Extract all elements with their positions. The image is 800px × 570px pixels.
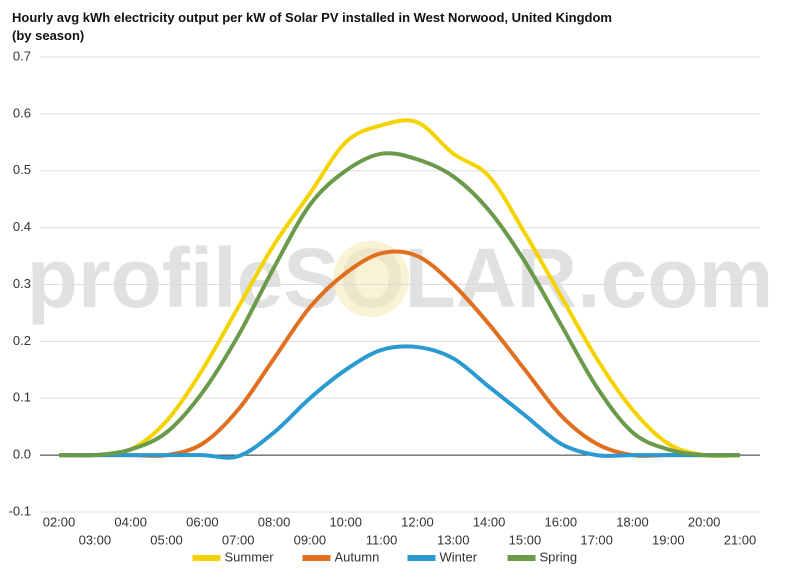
x-tick-label: 07:00 — [222, 532, 255, 547]
x-tick-label: 02:00 — [43, 514, 76, 529]
x-tick-label: 15:00 — [509, 532, 542, 547]
legend-label: Autumn — [335, 549, 380, 564]
x-tick-label: 10:00 — [329, 514, 362, 529]
series-line — [59, 344, 740, 460]
x-tick-label: 16:00 — [545, 514, 578, 529]
x-tick-label: 21:00 — [724, 532, 757, 547]
x-tick-label: 08:00 — [258, 514, 291, 529]
legend-swatch — [407, 555, 436, 561]
legend-label: Spring — [540, 549, 578, 564]
y-tick-label: 0.3 — [13, 276, 31, 291]
legend-swatch — [302, 555, 331, 561]
x-tick-label: 14:00 — [473, 514, 506, 529]
x-tick-label: 20:00 — [688, 514, 721, 529]
series-line — [58, 151, 741, 458]
y-tick-label: 0.6 — [13, 105, 31, 120]
x-tick-label: 03:00 — [79, 532, 112, 547]
y-tick-label: 0.1 — [13, 390, 31, 405]
x-tick-label: 17:00 — [580, 532, 613, 547]
legend-swatch — [507, 555, 536, 561]
series-line — [58, 118, 741, 458]
x-tick-label: 18:00 — [616, 514, 649, 529]
legend-label: Winter — [440, 549, 478, 564]
watermark-sun — [333, 241, 409, 317]
y-tick-label: 0.4 — [13, 219, 31, 234]
y-tick-label: 0.2 — [13, 333, 31, 348]
legend-swatch — [192, 555, 221, 561]
y-tick-label: 0.7 — [13, 48, 31, 63]
legend-label: Summer — [225, 549, 275, 564]
y-tick-label: 0.5 — [13, 162, 31, 177]
chart-title: Hourly avg kWh electricity output per kW… — [12, 10, 612, 43]
y-tick-label: 0.0 — [13, 447, 31, 462]
x-tick-label: 13:00 — [437, 532, 470, 547]
x-tick-label: 04:00 — [114, 514, 147, 529]
x-tick-label: 12:00 — [401, 514, 434, 529]
x-tick-label: 09:00 — [294, 532, 327, 547]
x-tick-label: 11:00 — [366, 532, 398, 547]
x-tick-label: 06:00 — [186, 514, 219, 529]
x-tick-label: 05:00 — [150, 532, 183, 547]
x-tick-label: 19:00 — [652, 532, 685, 547]
y-tick-label: -0.1 — [9, 503, 31, 518]
